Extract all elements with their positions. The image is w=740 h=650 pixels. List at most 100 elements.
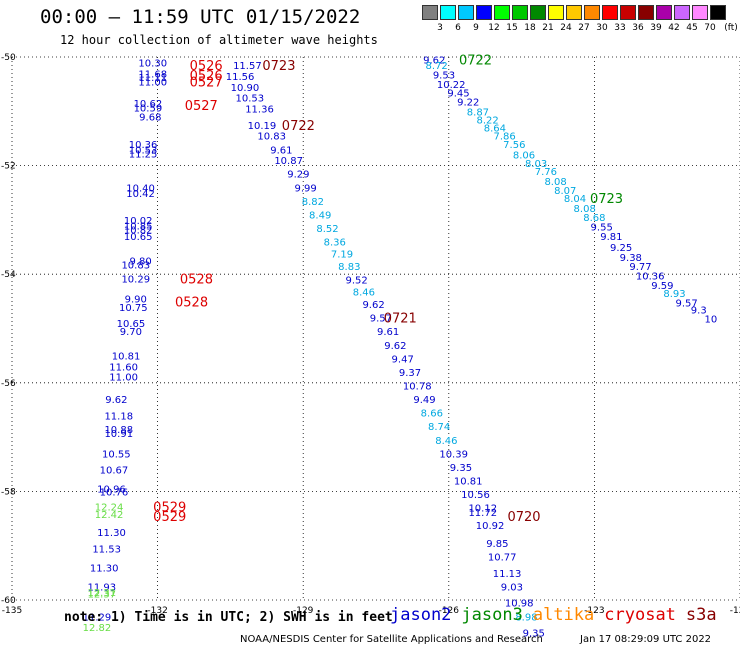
wave-height-value: 8.03 bbox=[525, 159, 547, 170]
pass-time-label: 0720 bbox=[507, 510, 540, 525]
wave-height-value: 10.65 bbox=[117, 319, 146, 330]
pass-time-label: 0722 bbox=[282, 119, 315, 134]
wave-height-value: 11.29 bbox=[83, 612, 112, 623]
color-scale-label: 6 bbox=[455, 23, 461, 33]
color-scale-label: 9 bbox=[473, 23, 479, 33]
wave-height-value: 12.82 bbox=[83, 623, 112, 634]
wave-height-value: 10.98 bbox=[505, 599, 534, 610]
color-swatch bbox=[512, 5, 528, 20]
wave-height-value: 8.82 bbox=[302, 197, 324, 208]
wave-height-value: 11.57 bbox=[233, 61, 262, 72]
wave-height-value: 8.64 bbox=[484, 124, 506, 135]
wave-height-value: 12.24 bbox=[95, 503, 124, 514]
wave-height-value: 8.49 bbox=[309, 210, 331, 221]
color-scale-unit: (ft) bbox=[724, 23, 738, 33]
wave-height-value: 10.83 bbox=[121, 260, 150, 271]
color-scale-label: 15 bbox=[506, 23, 518, 33]
wave-height-value: 11.93 bbox=[87, 582, 116, 593]
wave-height-value: 9.25 bbox=[610, 243, 632, 254]
wave-height-value: 10.87 bbox=[274, 156, 303, 167]
color-swatch bbox=[692, 5, 708, 20]
color-swatch bbox=[620, 5, 636, 20]
units-note: note: 1) Time is in UTC; 2) SWH is in fe… bbox=[64, 610, 393, 625]
wave-height-value: 10.62 bbox=[134, 99, 163, 110]
longitude-tick-label: -120 bbox=[730, 606, 740, 616]
wave-height-value: 11.00 bbox=[109, 372, 138, 383]
color-scale-label: 39 bbox=[650, 23, 662, 33]
latitude-tick-label: -54 bbox=[1, 270, 16, 280]
pass-time-label: 0526 bbox=[190, 69, 223, 84]
wave-height-value: 10.29 bbox=[121, 275, 150, 286]
wave-height-value: 9.22 bbox=[457, 98, 479, 109]
wave-height-value: 8.74 bbox=[428, 422, 450, 433]
wave-height-value: 10.90 bbox=[231, 83, 260, 94]
color-scale-label: 3 bbox=[437, 23, 443, 33]
pass-time-label: 0529 bbox=[153, 501, 186, 516]
wave-height-value: 9.68 bbox=[139, 113, 161, 124]
wave-height-value: 11.30 bbox=[97, 528, 126, 539]
wave-height-value: 10.12 bbox=[468, 504, 497, 515]
color-swatch bbox=[422, 5, 438, 20]
wave-height-value: 11.30 bbox=[90, 563, 119, 574]
wave-height-value: 8.04 bbox=[564, 194, 586, 205]
wave-height-value: 9.62 bbox=[362, 300, 384, 311]
wave-height-value: 10.77 bbox=[488, 553, 517, 564]
wave-height-value: 9.47 bbox=[392, 354, 414, 365]
color-scale-label: 24 bbox=[560, 23, 572, 33]
longitude-tick-label: -123 bbox=[584, 606, 604, 616]
pass-time-label: 0528 bbox=[180, 273, 213, 288]
wave-height-value: 8.08 bbox=[574, 204, 596, 215]
wave-height-value: 9.38 bbox=[620, 253, 642, 264]
color-scale-label: 70 bbox=[704, 23, 716, 33]
wave-height-value: 10.55 bbox=[102, 449, 131, 460]
latitude-tick-label: -52 bbox=[1, 162, 16, 172]
wave-height-value: 10.56 bbox=[461, 490, 490, 501]
color-swatch bbox=[566, 5, 582, 20]
wave-height-value: 9.90 bbox=[125, 295, 147, 306]
wave-height-value: 9.80 bbox=[129, 257, 151, 268]
wave-height-value: 9.37 bbox=[399, 368, 421, 379]
wave-height-value: 10.40 bbox=[126, 183, 155, 194]
wave-height-value: 8.46 bbox=[435, 436, 457, 447]
wave-height-value: 9.35 bbox=[523, 629, 545, 640]
wave-height-value: 8.83 bbox=[338, 262, 360, 273]
wave-height-value: 8.06 bbox=[513, 151, 535, 162]
wave-height-value: 10.53 bbox=[235, 94, 264, 105]
wave-height-value: 7.19 bbox=[331, 250, 353, 261]
wave-height-value: 9.62 bbox=[423, 56, 445, 67]
wave-height-value: 9.59 bbox=[651, 281, 673, 292]
wave-height-value: 9.29 bbox=[287, 170, 309, 181]
longitude-tick-label: -129 bbox=[293, 606, 314, 616]
color-scale-label: 27 bbox=[578, 23, 590, 33]
color-swatch bbox=[494, 5, 510, 20]
longitude-tick-label: -132 bbox=[147, 606, 167, 616]
wave-height-value: 8.08 bbox=[544, 177, 566, 188]
map-grid bbox=[11, 56, 740, 601]
wave-height-value: 9.57 bbox=[370, 314, 392, 325]
wave-height-value: 10.22 bbox=[437, 80, 466, 91]
wave-height-value: 11.72 bbox=[468, 508, 497, 519]
wave-height-value: 10.83 bbox=[257, 132, 286, 143]
wave-height-value: 10.96 bbox=[97, 485, 126, 496]
color-swatch bbox=[656, 5, 672, 20]
wave-height-value: 10.75 bbox=[119, 303, 148, 314]
wave-height-value: 8.93 bbox=[663, 289, 685, 300]
wave-height-value: 8.07 bbox=[554, 186, 576, 197]
wave-height-value: 9.57 bbox=[675, 298, 697, 309]
wave-height-value: 10.39 bbox=[439, 449, 468, 460]
wave-height-value: 10 bbox=[705, 315, 718, 326]
wave-height-value: 8.66 bbox=[421, 409, 443, 420]
latitude-tick-label: -60 bbox=[1, 596, 16, 606]
color-swatch bbox=[602, 5, 618, 20]
wave-height-value: 10.82 bbox=[124, 226, 153, 237]
color-swatch bbox=[674, 5, 690, 20]
pass-time-label: 0721 bbox=[384, 312, 417, 327]
color-swatch bbox=[638, 5, 654, 20]
wave-height-value: 11.53 bbox=[92, 544, 121, 555]
pass-time-label: 0527 bbox=[185, 99, 218, 114]
color-scale-label: 12 bbox=[488, 23, 500, 33]
legend-entry-s3a: s3a bbox=[685, 605, 717, 625]
legend-entry-cryosat: cryosat bbox=[604, 605, 676, 625]
pass-time-label: 0526 bbox=[190, 59, 223, 74]
